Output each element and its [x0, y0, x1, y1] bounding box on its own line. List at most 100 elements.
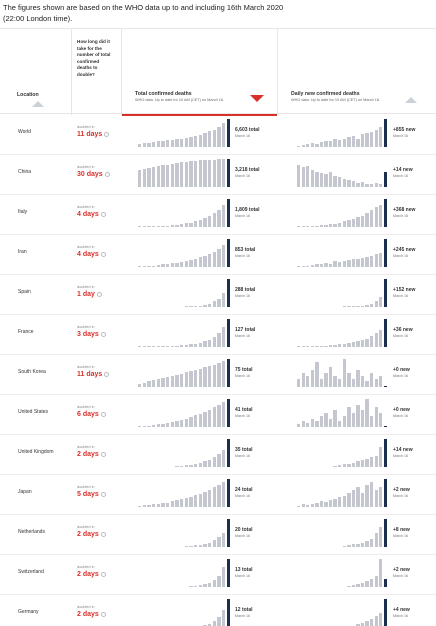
total-deaths-bar — [221, 360, 226, 387]
table-row[interactable]: World doubled in 11 days 6,603 total March 1… — [0, 115, 436, 155]
total-deaths-bar — [221, 610, 226, 626]
total-deaths-bar — [226, 279, 230, 307]
doubling-days: 4 days — [77, 211, 106, 218]
total-deaths-bar — [226, 439, 230, 467]
new-deaths-bar — [351, 544, 356, 547]
new-date: March 16 — [393, 414, 408, 418]
total-deaths-bar — [142, 169, 147, 187]
new-deaths-bar — [360, 181, 365, 187]
new-deaths-bar — [383, 578, 387, 587]
new-deaths-bar — [365, 183, 369, 187]
new-deaths-bar — [374, 575, 378, 587]
info-icon[interactable] — [100, 531, 106, 537]
new-date: March 16 — [393, 334, 408, 338]
new-deaths-bar — [315, 421, 319, 427]
table-row[interactable]: Spain doubled in 1 day 288 total March 16 +15… — [0, 275, 436, 315]
new-deaths-bar — [328, 171, 333, 187]
total-deaths-bar — [175, 374, 179, 387]
column-new-deaths[interactable]: Daily new confirmed deaths WHO data. Up … — [278, 29, 436, 115]
info-icon[interactable] — [100, 491, 106, 497]
total-deaths-bar — [203, 367, 207, 387]
total-value: 1,809 total — [235, 207, 260, 213]
sort-ascending-icon[interactable] — [405, 97, 417, 103]
info-icon[interactable] — [100, 611, 106, 617]
sort-ascending-icon[interactable] — [32, 101, 44, 107]
sort-descending-icon[interactable] — [250, 95, 264, 102]
total-deaths-bar — [156, 503, 161, 507]
info-icon[interactable] — [100, 571, 106, 577]
new-deaths-chart — [297, 159, 387, 187]
total-deaths-bar — [165, 376, 170, 387]
table-row[interactable]: Germany doubled in 2 days 12 total March 16 +… — [0, 595, 436, 626]
new-deaths-bar — [365, 133, 369, 147]
new-deaths-bar — [383, 119, 387, 147]
total-date: March 16 — [235, 134, 250, 138]
info-icon[interactable] — [104, 171, 110, 177]
new-deaths-bar — [374, 407, 378, 427]
info-icon[interactable] — [100, 331, 106, 337]
new-deaths-bar — [333, 261, 337, 267]
new-deaths-bar — [356, 370, 360, 387]
new-deaths-bar — [374, 333, 378, 347]
new-date: March 16 — [393, 254, 408, 258]
info-icon[interactable] — [96, 291, 102, 297]
table-row[interactable]: China doubled in 30 days 3,218 total March 1… — [0, 155, 436, 195]
new-deaths-bar — [360, 375, 365, 387]
total-deaths-bar — [189, 464, 193, 467]
column-location[interactable]: Location — [0, 29, 72, 115]
new-deaths-bar — [356, 584, 360, 587]
info-icon[interactable] — [100, 451, 106, 457]
new-deaths-bar — [310, 226, 315, 227]
new-deaths-bar — [315, 346, 319, 347]
total-deaths-bar — [217, 333, 221, 347]
total-deaths-bar — [189, 416, 193, 427]
total-deaths-bar — [147, 142, 151, 147]
total-date: March 16 — [235, 574, 250, 578]
info-icon[interactable] — [100, 251, 106, 257]
info-icon[interactable] — [104, 371, 110, 377]
total-deaths-bar — [189, 344, 193, 347]
total-deaths-bar — [138, 426, 142, 427]
total-deaths-bar — [217, 454, 221, 467]
new-deaths-bar — [360, 460, 365, 467]
new-deaths-bar — [306, 346, 310, 347]
total-date: March 16 — [235, 374, 250, 378]
new-deaths-chart — [297, 279, 387, 307]
new-deaths-bar — [365, 621, 369, 626]
table-row[interactable]: South Korea doubled in 11 days 75 total Marc… — [0, 355, 436, 395]
total-deaths-bar — [212, 540, 216, 547]
table-row[interactable]: United States doubled in 6 days 41 total Mar… — [0, 395, 436, 435]
new-deaths-bar — [301, 346, 305, 347]
total-deaths-bar — [226, 479, 230, 507]
info-icon[interactable] — [100, 411, 106, 417]
total-value: 853 total — [235, 247, 256, 253]
table-row[interactable]: Japan doubled in 5 days 24 total March 16 +2 … — [0, 475, 436, 515]
new-deaths-bar — [319, 415, 324, 427]
location-name: Germany — [18, 609, 39, 615]
column-total-deaths[interactable]: Total confirmed deaths WHO data. Up to d… — [122, 29, 278, 116]
new-value: +14 new — [393, 447, 413, 453]
total-deaths-bar — [212, 407, 216, 427]
table-row[interactable]: United Kingdom doubled in 2 days 35 total Ma… — [0, 435, 436, 475]
info-icon[interactable] — [100, 211, 106, 217]
new-deaths-bar — [338, 378, 342, 387]
table-row[interactable]: Iran doubled in 4 days 853 total March 16 +24… — [0, 235, 436, 275]
total-deaths-bar — [221, 122, 226, 147]
new-deaths-bar — [351, 378, 356, 387]
table-row[interactable]: Switzerland doubled in 2 days 13 total March… — [0, 555, 436, 595]
total-deaths-bar — [142, 505, 147, 507]
new-deaths-bar — [365, 581, 369, 587]
table-row[interactable]: Italy doubled in 4 days 1,809 total March 16… — [0, 195, 436, 235]
info-icon[interactable] — [104, 131, 110, 137]
new-deaths-bar — [297, 346, 301, 347]
total-deaths-bar — [161, 423, 165, 427]
new-deaths-bar — [383, 171, 387, 187]
total-deaths-chart — [138, 559, 230, 587]
total-deaths-bar — [184, 260, 189, 267]
table-row[interactable]: Netherlands doubled in 2 days 20 total March… — [0, 515, 436, 555]
table-row[interactable]: France doubled in 3 days 127 total March 16 +… — [0, 315, 436, 355]
new-date: March 16 — [393, 374, 408, 378]
total-deaths-bar — [189, 136, 193, 147]
total-value: 6,603 total — [235, 127, 260, 133]
new-deaths-bar — [374, 182, 378, 187]
